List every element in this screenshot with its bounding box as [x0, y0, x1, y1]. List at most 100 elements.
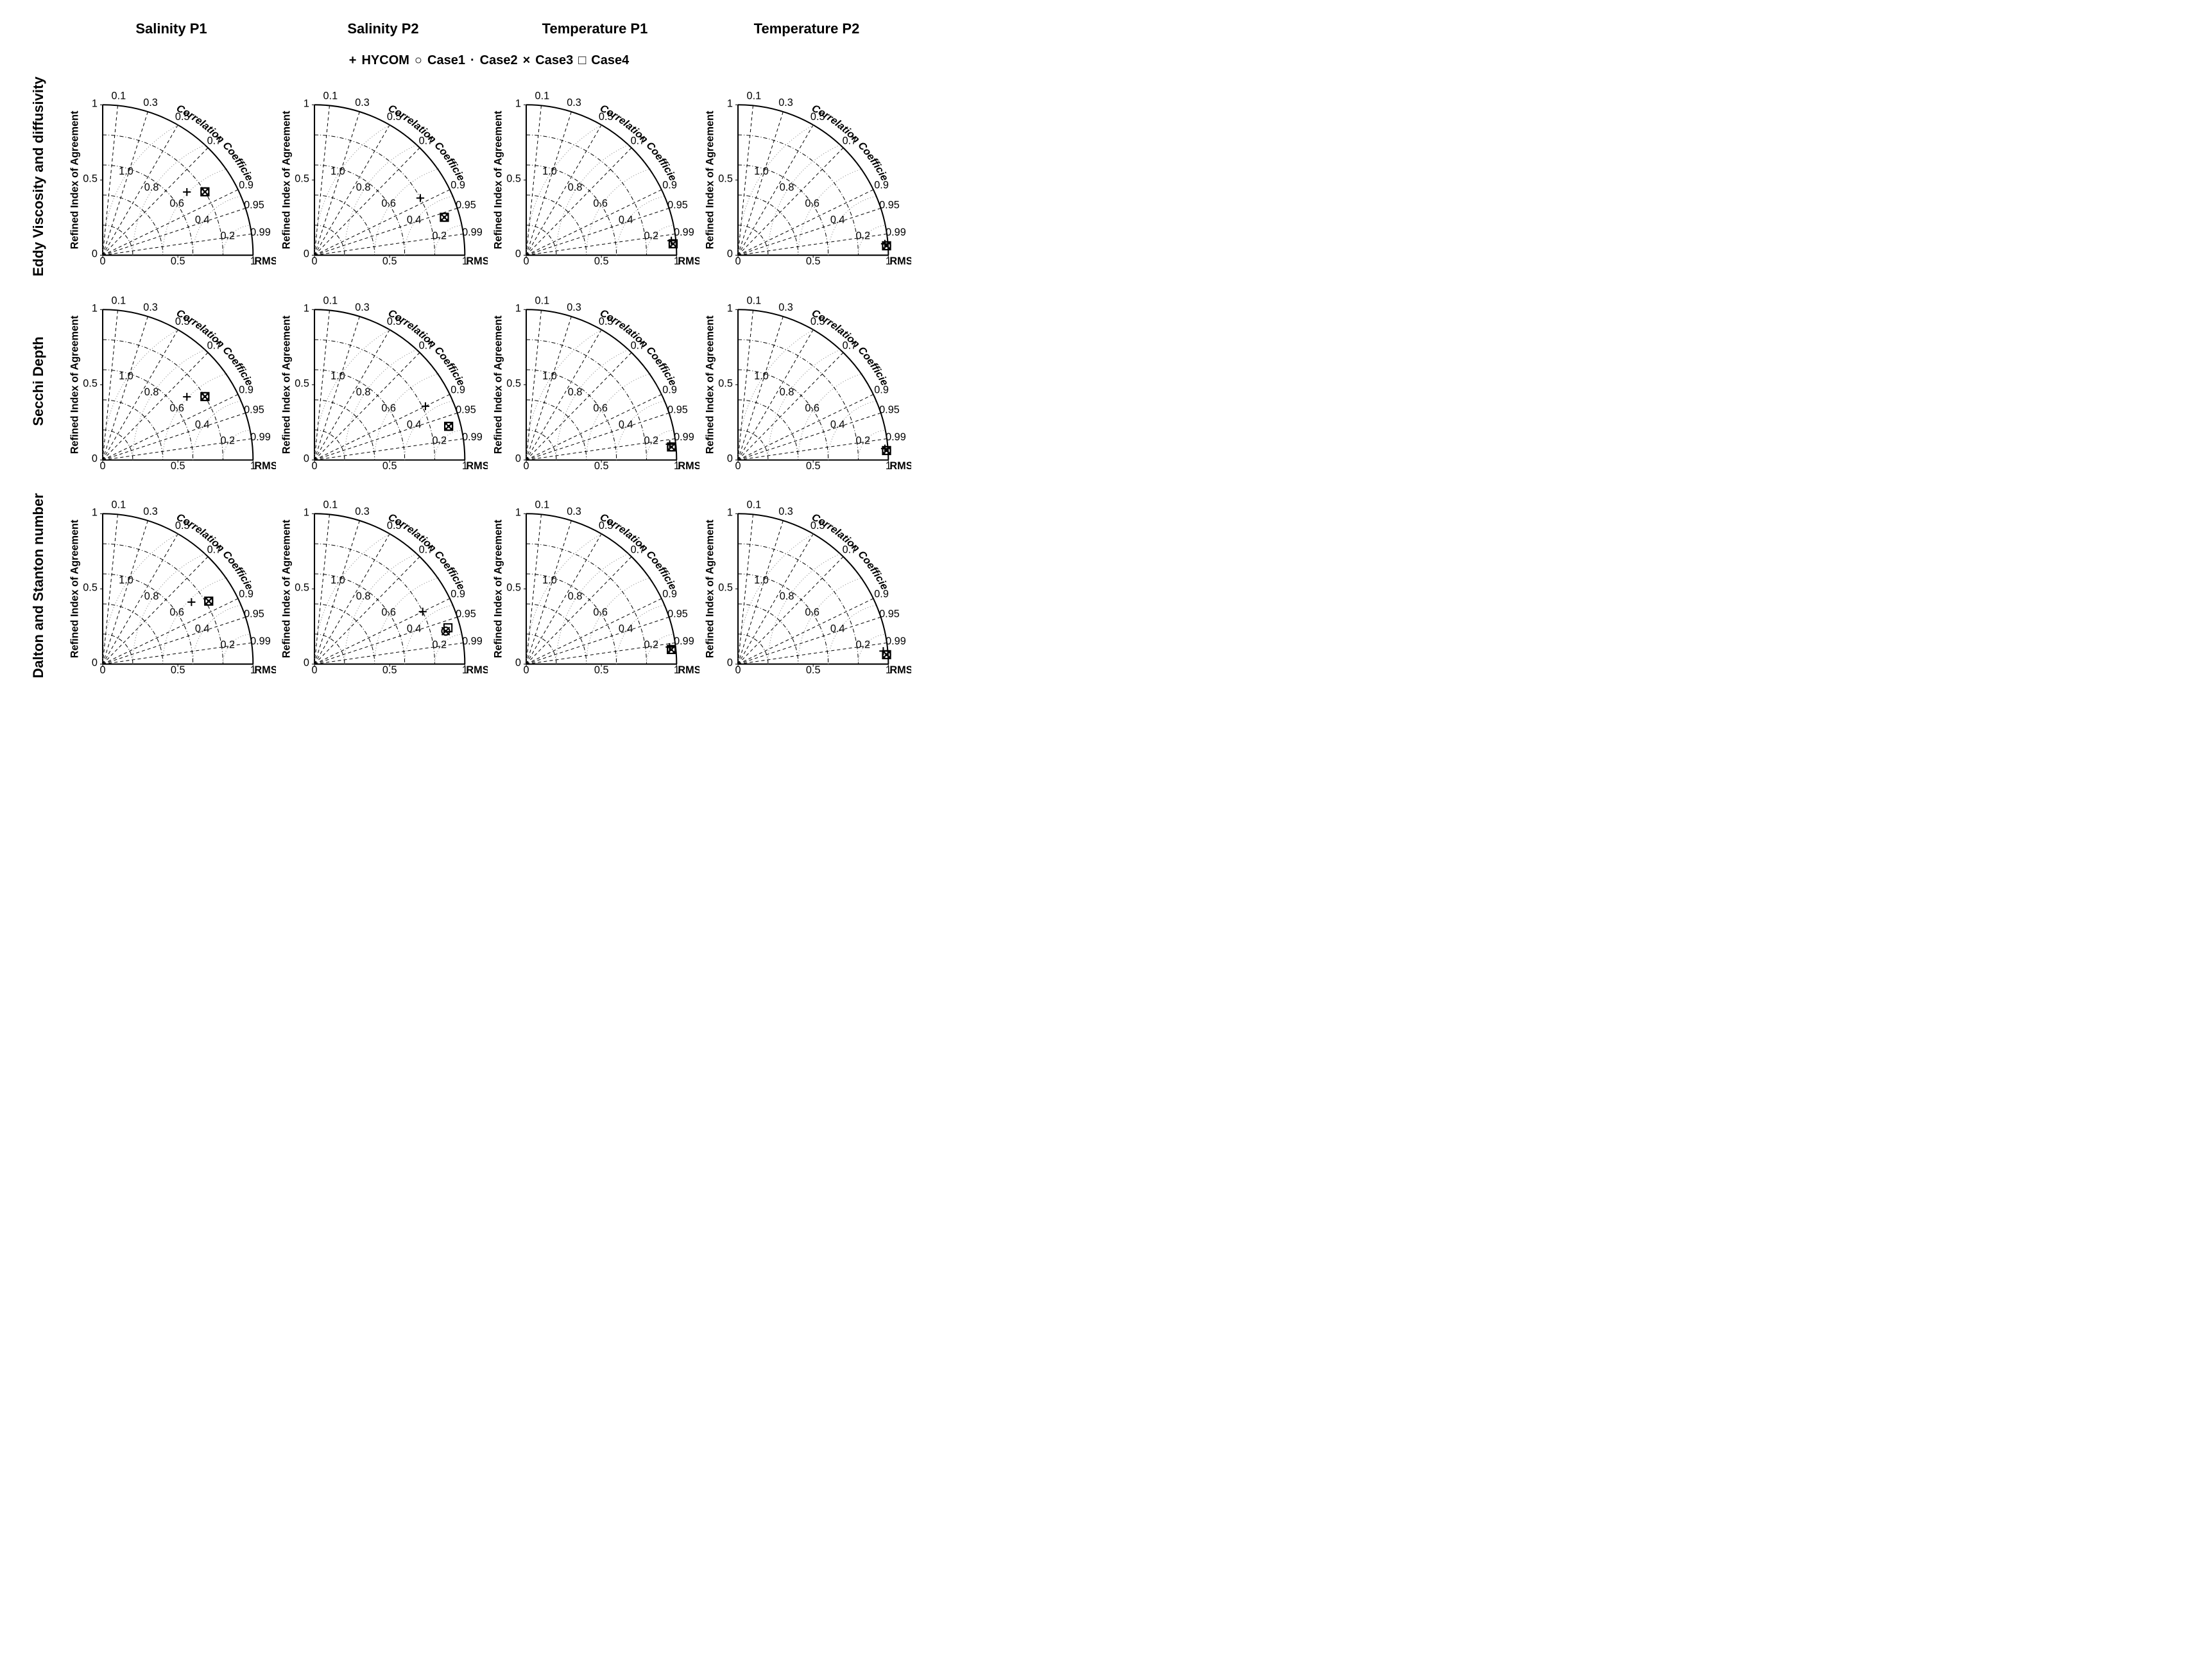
- svg-text:Refined Index of Agreement: Refined Index of Agreement: [69, 315, 80, 454]
- svg-text:0.8: 0.8: [780, 591, 794, 602]
- svg-text:1.0: 1.0: [330, 166, 345, 177]
- svg-text:0.4: 0.4: [195, 214, 210, 225]
- svg-text:0: 0: [524, 460, 529, 472]
- svg-text:0.95: 0.95: [879, 609, 900, 620]
- svg-text:RMSD: RMSD: [678, 664, 699, 676]
- svg-text:0.8: 0.8: [144, 386, 159, 398]
- svg-text:0.1: 0.1: [323, 499, 338, 511]
- svg-text:0.1: 0.1: [323, 295, 338, 306]
- svg-text:0: 0: [515, 453, 521, 464]
- legend-label-plus: HYCOM: [361, 53, 409, 68]
- svg-text:1.0: 1.0: [542, 370, 557, 382]
- marker-cross: [440, 213, 448, 221]
- svg-text:0.2: 0.2: [220, 435, 235, 446]
- svg-text:0.5: 0.5: [718, 173, 733, 184]
- svg-text:0: 0: [735, 664, 741, 676]
- svg-text:0.8: 0.8: [356, 386, 371, 398]
- row-header-0: Eddy Viscosity and diffusivity: [13, 76, 64, 278]
- svg-text:0.3: 0.3: [778, 506, 793, 517]
- svg-text:0.5: 0.5: [506, 582, 521, 594]
- svg-text:1: 1: [515, 507, 521, 519]
- marker-plus: [187, 598, 195, 606]
- svg-text:1.0: 1.0: [119, 166, 133, 177]
- svg-text:1: 1: [727, 302, 733, 314]
- svg-text:0: 0: [524, 255, 529, 267]
- svg-text:0.2: 0.2: [855, 230, 870, 241]
- svg-text:0.5: 0.5: [295, 582, 309, 594]
- svg-text:Correlation Coefficient: Correlation Coefficient: [702, 485, 891, 592]
- svg-text:1.0: 1.0: [754, 166, 769, 177]
- svg-text:RMSD: RMSD: [678, 460, 699, 472]
- svg-text:0.4: 0.4: [830, 214, 845, 225]
- svg-text:RMSD: RMSD: [889, 460, 911, 472]
- svg-text:Correlation Coefficient: Correlation Coefficient: [67, 281, 255, 388]
- svg-text:0: 0: [304, 453, 309, 464]
- svg-text:Correlation Coefficient: Correlation Coefficient: [279, 485, 467, 592]
- col-header-2: Temperature P1: [490, 13, 699, 45]
- svg-text:0.8: 0.8: [144, 591, 159, 602]
- svg-text:0.95: 0.95: [244, 199, 264, 211]
- svg-text:0: 0: [92, 248, 98, 260]
- legend-label-circle: Case1: [427, 53, 465, 68]
- svg-text:0.5: 0.5: [594, 255, 609, 267]
- svg-text:0: 0: [304, 248, 309, 260]
- svg-text:0.2: 0.2: [644, 230, 658, 241]
- col-header-0: Salinity P1: [67, 13, 276, 45]
- svg-text:RMSD: RMSD: [678, 255, 699, 267]
- svg-text:0.2: 0.2: [855, 639, 870, 651]
- marker-plus: [416, 194, 424, 202]
- svg-text:0.8: 0.8: [780, 386, 794, 398]
- legend-symbol-square: □: [578, 53, 586, 68]
- svg-text:0.4: 0.4: [407, 419, 422, 430]
- svg-text:0.3: 0.3: [567, 302, 581, 313]
- svg-text:0.8: 0.8: [356, 591, 371, 602]
- svg-text:Correlation Coefficient: Correlation Coefficient: [490, 281, 679, 388]
- svg-text:1: 1: [515, 98, 521, 109]
- svg-text:0: 0: [735, 460, 741, 472]
- svg-text:0.2: 0.2: [855, 435, 870, 446]
- svg-text:0.5: 0.5: [382, 255, 397, 267]
- svg-text:0.3: 0.3: [143, 506, 158, 517]
- svg-text:0.5: 0.5: [806, 664, 821, 676]
- svg-text:Refined Index of Agreement: Refined Index of Agreement: [492, 519, 504, 658]
- svg-text:1.0: 1.0: [542, 166, 557, 177]
- taylor-plot-r1-c1: 0.10.30.50.70.90.950.990.20.40.60.81.000…: [279, 281, 488, 483]
- svg-text:Correlation Coefficient: Correlation Coefficient: [67, 485, 255, 592]
- svg-text:0.4: 0.4: [619, 214, 633, 225]
- svg-text:0.2: 0.2: [432, 435, 447, 446]
- taylor-plot-r0-c1: 0.10.30.50.70.90.950.990.20.40.60.81.000…: [279, 76, 488, 278]
- svg-text:RMSD: RMSD: [254, 255, 276, 267]
- svg-text:0.4: 0.4: [195, 623, 210, 635]
- svg-text:0.4: 0.4: [195, 419, 210, 430]
- svg-text:1: 1: [92, 302, 98, 314]
- svg-text:0.8: 0.8: [780, 182, 794, 193]
- svg-text:0: 0: [312, 664, 318, 676]
- svg-text:0.3: 0.3: [567, 506, 581, 517]
- svg-text:0: 0: [524, 664, 529, 676]
- marker-cross: [445, 422, 452, 430]
- svg-text:0.95: 0.95: [667, 404, 688, 415]
- svg-text:0.1: 0.1: [535, 499, 550, 511]
- taylor-plot-r0-c2: 0.10.30.50.70.90.950.990.20.40.60.81.000…: [490, 76, 699, 278]
- svg-text:0.2: 0.2: [644, 639, 658, 651]
- svg-text:0.5: 0.5: [718, 377, 733, 389]
- svg-text:0.5: 0.5: [594, 664, 609, 676]
- svg-text:RMSD: RMSD: [889, 255, 911, 267]
- svg-text:1: 1: [727, 507, 733, 519]
- col-header-1: Salinity P2: [279, 13, 488, 45]
- svg-text:0.2: 0.2: [432, 230, 447, 241]
- legend-spacer: [13, 48, 64, 73]
- marker-cross: [205, 598, 212, 605]
- svg-text:Refined Index of Agreement: Refined Index of Agreement: [280, 315, 292, 454]
- svg-text:1: 1: [92, 507, 98, 519]
- svg-text:Refined Index of Agreement: Refined Index of Agreement: [492, 315, 504, 454]
- svg-text:0.95: 0.95: [667, 199, 688, 211]
- svg-text:0.1: 0.1: [112, 295, 126, 306]
- svg-text:Correlation Coefficient: Correlation Coefficient: [490, 485, 679, 592]
- svg-text:0.5: 0.5: [83, 173, 98, 184]
- marker-cross: [882, 446, 890, 454]
- svg-text:0.99: 0.99: [462, 635, 483, 647]
- svg-text:0.2: 0.2: [432, 639, 447, 651]
- marker-plus: [419, 608, 427, 616]
- svg-text:Refined Index of Agreement: Refined Index of Agreement: [69, 110, 80, 249]
